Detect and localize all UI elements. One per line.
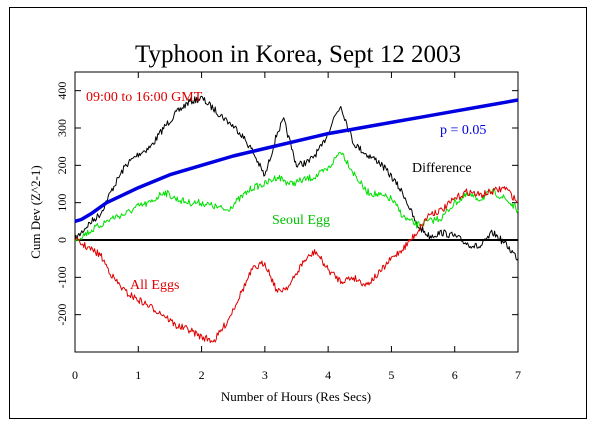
y-tick-label: 100: [55, 194, 69, 212]
difference-series: [74, 95, 519, 261]
all-eggs-annotation: All Eggs: [130, 278, 179, 293]
plot-area: [74, 71, 519, 353]
y-tick-label: 0: [55, 237, 69, 243]
y-tick-label: -200: [55, 304, 69, 326]
y-tick-label: 200: [55, 156, 69, 174]
difference-annotation: Difference: [412, 161, 472, 176]
x-tick-label: 5: [388, 368, 394, 382]
y-tick-label: 400: [55, 82, 69, 100]
x-tick-label: 3: [262, 368, 268, 382]
all-eggs-series: [74, 186, 519, 343]
y-axis: -200 -100 0 100 200 300 400: [55, 82, 518, 326]
x-tick-label: 0: [72, 368, 78, 382]
seoul-egg-annotation: Seoul Egg: [272, 213, 330, 228]
chart-frame: [9, 7, 587, 419]
x-tick-label: 6: [452, 368, 458, 382]
chart-title: Typhoon in Korea, Sept 12 2003: [135, 41, 461, 68]
x-tick-label: 4: [325, 368, 331, 382]
x-tick-label: 2: [199, 368, 205, 382]
series-layer: [74, 95, 519, 343]
x-tick-label: 7: [515, 368, 521, 382]
p-value-curve: [74, 98, 519, 223]
x-axis: 0 1 2 3 4 5 6 7: [72, 72, 521, 382]
time-range-annotation: 09:00 to 16:00 GMT: [86, 90, 203, 105]
y-axis-label: Cum Dev (Z^2-1): [28, 165, 43, 258]
y-tick-label: 300: [55, 119, 69, 137]
seoul-egg-series: [74, 151, 519, 242]
x-axis-label: Number of Hours (Res Secs): [221, 389, 371, 404]
p-value-annotation: p = 0.05: [440, 123, 486, 138]
x-tick-label: 1: [135, 368, 141, 382]
y-tick-label: -100: [55, 266, 69, 288]
